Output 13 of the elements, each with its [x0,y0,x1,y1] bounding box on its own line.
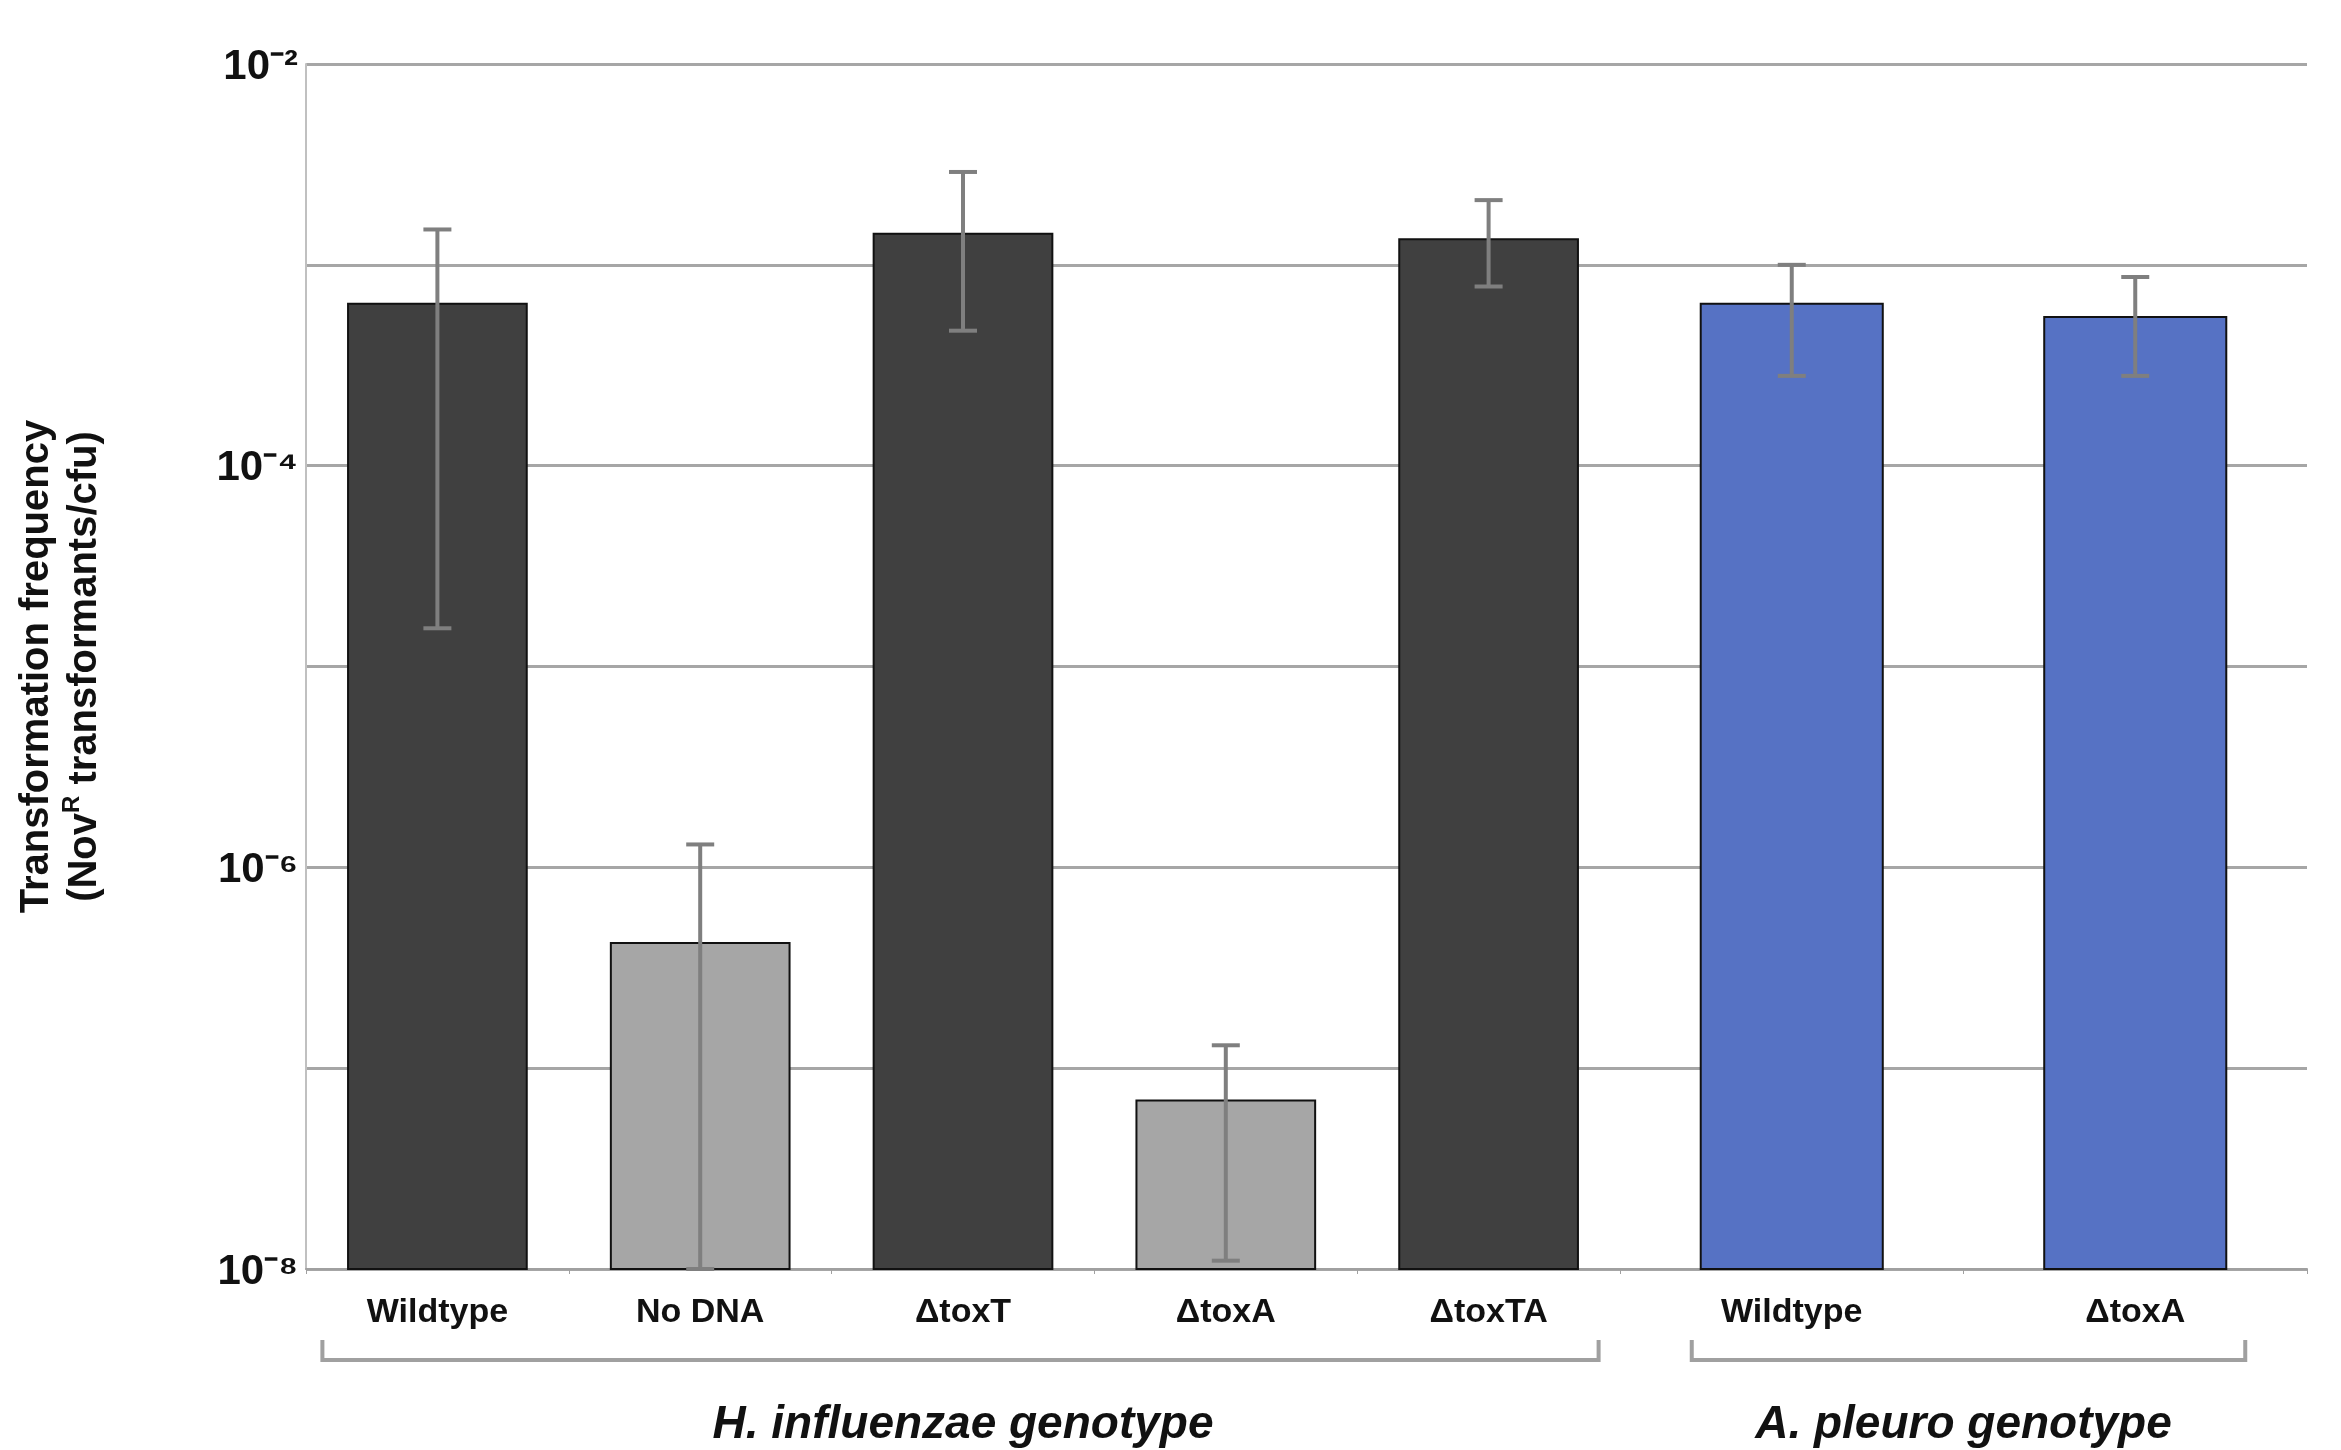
y-tick-label: 10⁻⁶ [217,843,298,891]
x-tick-label: ΔtoxA [2085,1291,2186,1329]
y-tick-label: 10⁻² [223,40,299,88]
x-tick-label: ΔtoxTA [1429,1291,1548,1329]
y-tick-label: 10⁻⁴ [216,442,298,490]
x-axis-title: H. influenzae genotype [712,1396,1214,1448]
x-tick-label: ΔtoxA [1175,1291,1276,1329]
y-tick-label: 10⁻⁸ [217,1245,298,1293]
x-tick-label: ΔtoxT [914,1291,1012,1329]
x-tick-label: Wildtype [366,1291,509,1329]
x-tick-label: Wildtype [1721,1291,1863,1329]
x-axis-title: A. pleuro genotype [1754,1396,2172,1448]
x-tick-label: No DNA [635,1291,765,1329]
